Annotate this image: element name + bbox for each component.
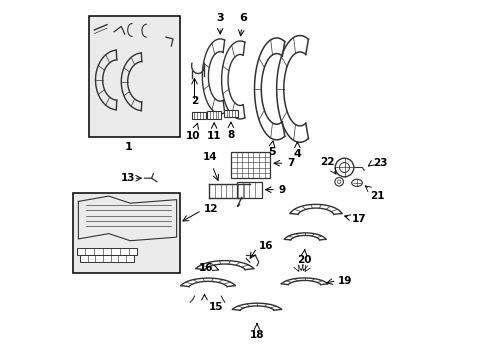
- Text: 6: 6: [238, 13, 246, 23]
- Bar: [77, 248, 137, 255]
- Bar: [73, 193, 180, 273]
- Text: 5: 5: [268, 147, 276, 157]
- Text: 4: 4: [293, 149, 301, 159]
- Text: 17: 17: [351, 213, 366, 224]
- Text: 11: 11: [206, 131, 221, 141]
- Text: 14: 14: [203, 153, 218, 162]
- Bar: [89, 16, 180, 137]
- Text: 10: 10: [185, 131, 200, 141]
- Bar: [224, 111, 238, 117]
- Text: 23: 23: [372, 158, 387, 168]
- Bar: [206, 111, 221, 118]
- Text: 15: 15: [208, 302, 223, 312]
- Text: 20: 20: [297, 255, 311, 265]
- Text: 7: 7: [287, 158, 294, 168]
- Text: 9: 9: [278, 185, 285, 195]
- Text: 1: 1: [124, 142, 132, 152]
- Text: 16: 16: [258, 241, 273, 251]
- Text: 12: 12: [203, 204, 218, 214]
- Text: 18: 18: [249, 330, 264, 340]
- Bar: [80, 255, 134, 262]
- Bar: [236, 181, 261, 198]
- Text: 22: 22: [320, 157, 334, 167]
- Bar: [230, 152, 270, 179]
- Text: 19: 19: [337, 276, 352, 286]
- Text: 13: 13: [121, 173, 135, 183]
- Text: 21: 21: [370, 191, 385, 201]
- Text: 3: 3: [216, 13, 224, 23]
- Bar: [191, 112, 205, 119]
- Text: 8: 8: [227, 130, 234, 140]
- Text: 16: 16: [199, 263, 213, 273]
- Text: 2: 2: [190, 96, 198, 107]
